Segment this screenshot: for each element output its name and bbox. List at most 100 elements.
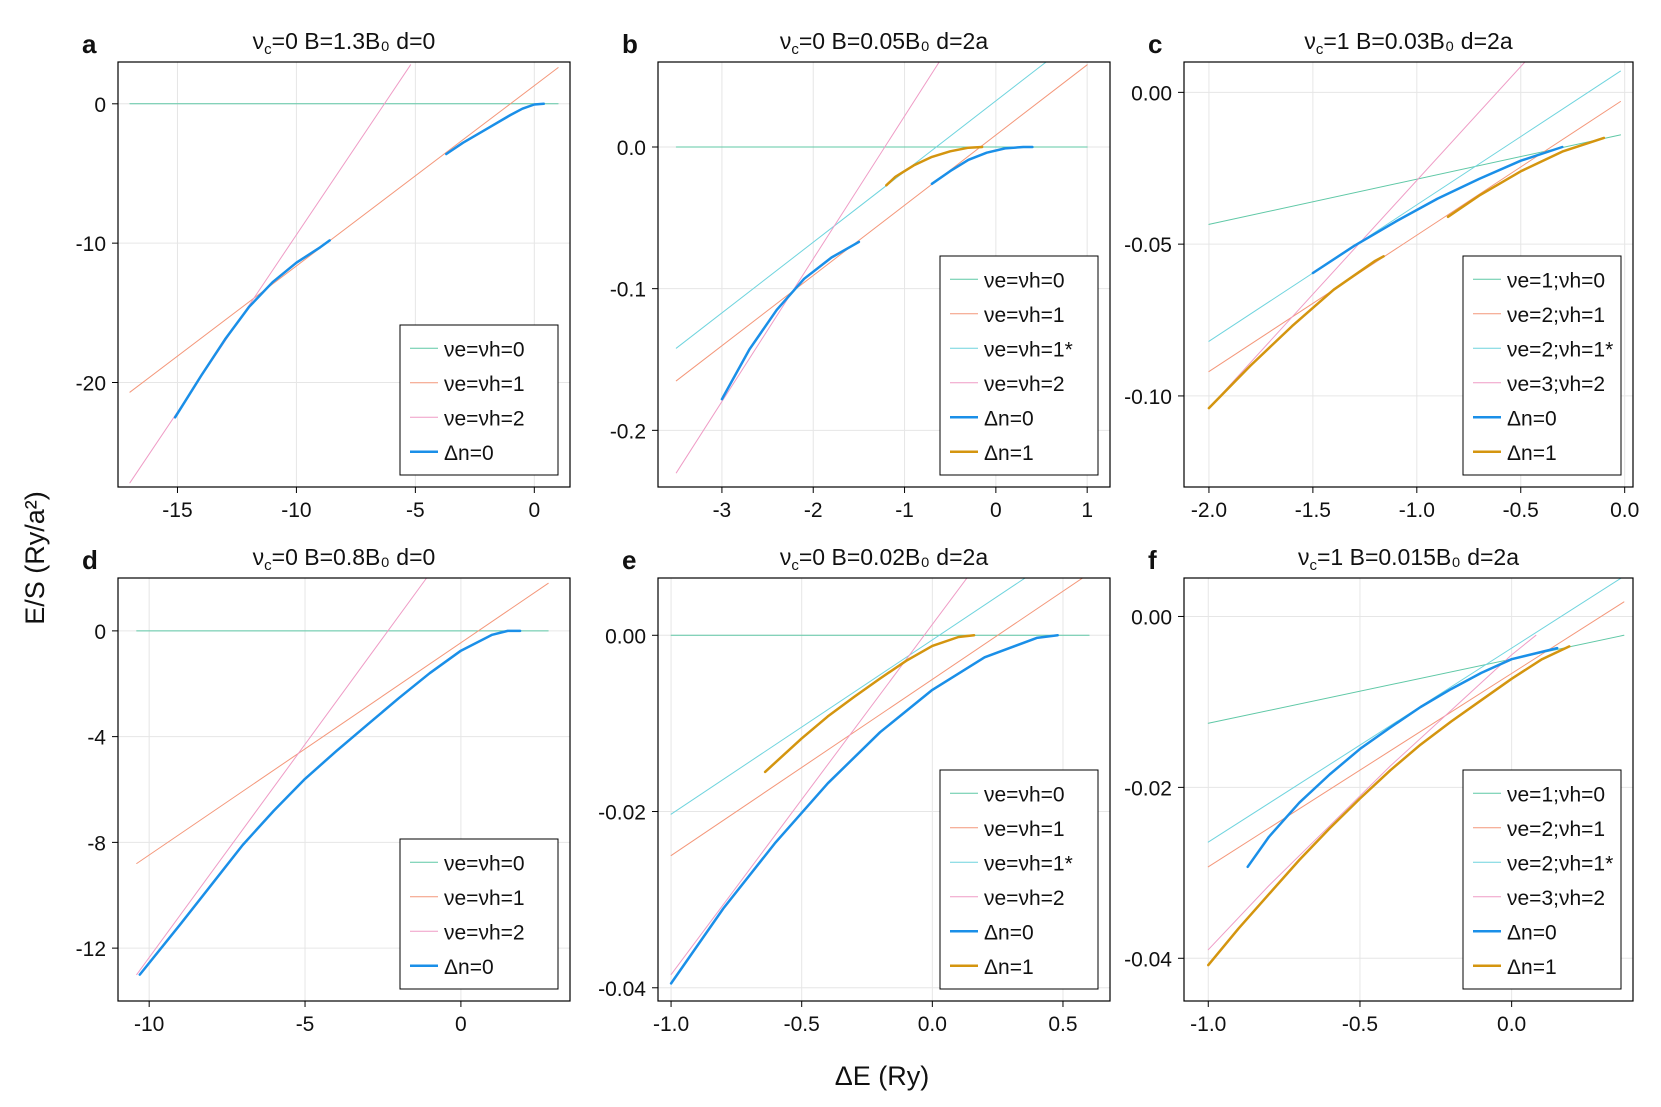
x-tick-label: 0 (455, 1013, 467, 1036)
x-tick-label: -1 (895, 499, 914, 522)
legend-label: Δn=1 (1507, 442, 1557, 465)
legend-label: νe=νh=2 (984, 887, 1065, 910)
legend-box (399, 324, 559, 476)
series-line-dn1 (1207, 255, 1385, 410)
legend-label: νe=3;νh=2 (1507, 373, 1605, 396)
series-line-nu2 (675, 62, 940, 474)
legend-label: νe=2;νh=1 (1507, 818, 1605, 841)
series-line-nu2 (1208, 62, 1526, 409)
x-tick-label: 1 (1081, 499, 1093, 522)
legend-box (1462, 769, 1622, 990)
legend: νe=1;νh=0 νe=2;νh=1 νe=2;νh=1* νe=3;νh=2 Δn=… (1462, 769, 1622, 990)
legend: νe=νh=0 νe=νh=1 νe=νh=2 Δn=0 (399, 324, 559, 476)
x-tick-label: -0.5 (784, 1013, 820, 1036)
x-tick-label: 0 (990, 499, 1002, 522)
series-line-dn0 (1311, 145, 1564, 275)
legend-label: νe=νh=0 (984, 783, 1065, 806)
plot-frame (1183, 577, 1634, 1002)
y-tick-label: -0.2 (610, 420, 646, 443)
series-line-nu1 (129, 67, 559, 393)
series-group (669, 578, 1090, 985)
x-tick-label: -1.0 (653, 1013, 689, 1036)
panel-letter: f (1148, 545, 1157, 575)
series-line-nu1 (136, 582, 549, 864)
legend-label: νe=1;νh=0 (1507, 269, 1605, 292)
legend-label: νe=νh=0 (444, 852, 525, 875)
panel-letter: c (1148, 29, 1162, 59)
y-tick-label: -12 (76, 938, 106, 961)
series-line-nu1 (670, 578, 1084, 857)
x-tick-label: -2.0 (1191, 499, 1227, 522)
x-tick-label: -3 (713, 499, 732, 522)
legend-label: νe=1;νh=0 (1507, 783, 1605, 806)
y-tick-label: 0 (94, 94, 106, 117)
x-tick-label: -1.0 (1399, 499, 1435, 522)
legend-label: νe=νh=1* (984, 338, 1073, 361)
series-group (129, 64, 559, 484)
x-tick-label: -15 (162, 499, 192, 522)
series-line-nu2 (670, 578, 968, 976)
series-line-dn1 (1446, 136, 1606, 219)
y-tick-label: 0.0 (617, 137, 646, 160)
legend-label: νe=νh=2 (444, 407, 525, 430)
panel-title: νc=0 B=0.02B₀ d=2a (780, 544, 988, 574)
x-tick-label: -0.5 (1503, 499, 1539, 522)
legend-label: νe=νh=0 (444, 338, 525, 361)
series-line-nu1star (1208, 70, 1621, 342)
panel-letter: d (82, 545, 98, 575)
y-tick-label: 0.00 (1131, 82, 1172, 105)
plot-frame (1183, 61, 1634, 488)
legend-label: νe=νh=1 (984, 304, 1065, 327)
legend-label: Δn=0 (1507, 407, 1557, 430)
series-line-dn1 (763, 634, 976, 774)
panel-a: -15 -10 -5 0 -20 -10 0 νc=0 B=1.3B₀ d=0 a νe=νh=0… (76, 28, 571, 522)
panel-letter: b (622, 29, 638, 59)
legend-label: νe=νh=1* (984, 852, 1073, 875)
y-tick-label: -20 (76, 372, 106, 395)
legend-label: νe=νh=1 (444, 373, 525, 396)
y-tick-label: -4 (87, 727, 106, 750)
legend-label: Δn=0 (444, 956, 494, 979)
legend-label: νe=3;νh=2 (1507, 887, 1605, 910)
series-line-nu1 (1207, 601, 1625, 868)
legend-label: νe=2;νh=1* (1507, 338, 1613, 361)
x-tick-label: -1.5 (1295, 499, 1331, 522)
x-tick-label: -10 (281, 499, 311, 522)
series-line-dn1 (1207, 645, 1571, 967)
series-line-dn0 (173, 239, 331, 419)
panel-title: νc=1 B=0.03B₀ d=2a (1304, 28, 1512, 58)
x-tick-label: -0.5 (1342, 1013, 1378, 1036)
panel-title: νc=0 B=0.8B₀ d=0 (253, 544, 436, 574)
y-tick-label: 0.00 (1131, 606, 1172, 629)
y-tick-label: -8 (87, 832, 106, 855)
legend: νe=νh=0 νe=νh=1 νe=νh=1* νe=νh=2 Δn=0 Δn=1 (939, 769, 1099, 990)
series-line-nu2 (136, 578, 428, 976)
legend-label: Δn=0 (984, 921, 1034, 944)
y-tick-label: -0.1 (610, 279, 646, 302)
series-group (675, 62, 1088, 474)
x-tick-label: 0.5 (1048, 1013, 1077, 1036)
legend-label: νe=νh=0 (984, 269, 1065, 292)
panel-title: νc=1 B=0.015B₀ d=2a (1298, 544, 1519, 574)
x-tick-label: 0.0 (1497, 1013, 1526, 1036)
panel-title: νc=0 B=0.05B₀ d=2a (780, 28, 988, 58)
y-tick-label: -0.02 (1124, 777, 1172, 800)
series-group (136, 578, 549, 976)
series-line-dn0 (930, 145, 1034, 186)
series-line-nu1 (675, 64, 1088, 382)
x-tick-label: 0.0 (1610, 499, 1639, 522)
legend-label: νe=νh=1 (444, 887, 525, 910)
y-tick-label: -0.10 (1124, 386, 1172, 409)
y-tick-label: -10 (76, 233, 106, 256)
panel-c: -2.0 -1.5 -1.0 -0.5 0.0 -0.10 -0.05 0.00 νc=1 B=… (1124, 28, 1639, 522)
legend-label: νe=2;νh=1* (1507, 852, 1613, 875)
x-tick-label: 0.0 (918, 1013, 947, 1036)
legend: νe=νh=0 νe=νh=1 νe=νh=1* νe=νh=2 Δn=0 Δn=1 (939, 255, 1099, 476)
series-line-dn0 (1246, 646, 1559, 869)
legend-label: Δn=1 (984, 956, 1034, 979)
series-line-nu1star (670, 578, 1027, 815)
series-line-dn0 (720, 240, 861, 401)
y-tick-label: 0 (94, 621, 106, 644)
